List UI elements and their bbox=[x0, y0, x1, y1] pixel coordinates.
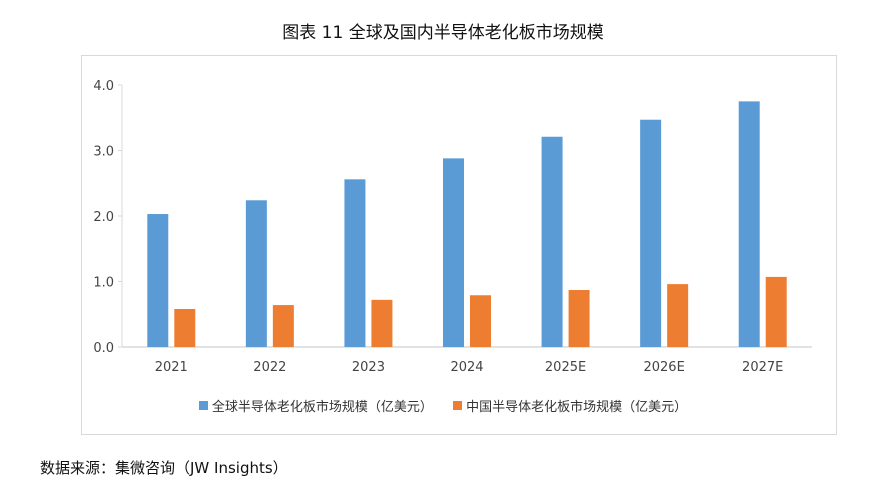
x-tick-label: 2024 bbox=[450, 360, 483, 375]
bar-china bbox=[667, 284, 689, 347]
bar-global bbox=[344, 179, 366, 347]
x-tick-label: 2023 bbox=[352, 360, 385, 375]
bar-china bbox=[272, 305, 294, 347]
bar-global bbox=[245, 200, 267, 347]
bar-global bbox=[738, 101, 760, 347]
bar-china bbox=[470, 295, 491, 347]
bar-china bbox=[568, 290, 590, 347]
bar-global bbox=[147, 214, 169, 347]
bar-global bbox=[640, 119, 662, 347]
x-tick-label: 2025E bbox=[545, 360, 586, 375]
bar-global bbox=[443, 158, 464, 347]
legend-swatch bbox=[198, 401, 208, 410]
y-tick-label: 0.0 bbox=[93, 341, 114, 356]
y-tick-label: 4.0 bbox=[93, 79, 114, 94]
y-tick-label: 2.0 bbox=[93, 210, 114, 225]
legend-label: 中国半导体老化板市场规模（亿美元） bbox=[466, 400, 688, 415]
bar-china bbox=[765, 276, 787, 347]
x-tick-label: 2022 bbox=[253, 360, 286, 375]
legend-item-china: 中国半导体老化板市场规模（亿美元） bbox=[453, 396, 687, 415]
legend-item-global: 全球半导体老化板市场规模（亿美元） bbox=[198, 396, 433, 415]
bar-global bbox=[541, 136, 563, 347]
y-tick-label: 1.0 bbox=[93, 276, 114, 291]
chart-title: 图表 11 全球及国内半导体老化板市场规模 bbox=[282, 23, 604, 43]
bar-china bbox=[174, 309, 196, 347]
legend: 全球半导体老化板市场规模（亿美元） 中国半导体老化板市场规模（亿美元） bbox=[0, 396, 886, 415]
chart-frame bbox=[81, 55, 837, 435]
x-tick-label: 2026E bbox=[643, 360, 684, 375]
bar-china bbox=[371, 299, 393, 347]
x-tick-label: 2021 bbox=[155, 360, 188, 375]
x-tick-label: 2027E bbox=[742, 360, 783, 375]
legend-swatch bbox=[453, 401, 463, 410]
y-tick-label: 3.0 bbox=[93, 145, 114, 160]
legend-label: 全球半导体老化板市场规模（亿美元） bbox=[211, 400, 433, 415]
source-note: 数据来源：集微咨询（JW Insights） bbox=[40, 459, 288, 477]
